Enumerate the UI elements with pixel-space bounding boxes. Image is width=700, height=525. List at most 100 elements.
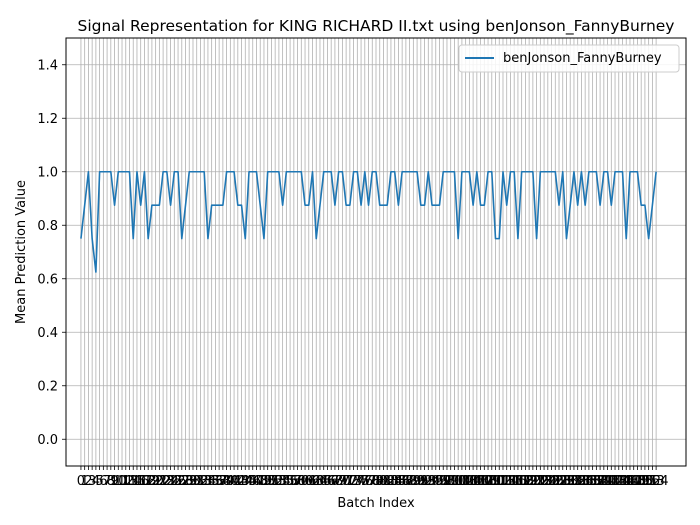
x-tick-label: 16: [132, 474, 149, 489]
x-tick-label: 58: [289, 474, 306, 489]
x-tick-label: 152: [636, 474, 661, 489]
x-tick-label: 53: [271, 474, 288, 489]
x-tick-label: 82: [379, 474, 396, 489]
x-tick-label: 22: [155, 474, 172, 489]
x-tick-label: 40: [222, 474, 239, 489]
y-tick-label: 1.0: [37, 165, 58, 180]
x-tick-label: 86: [394, 474, 411, 489]
x-tick-label: 32: [192, 474, 209, 489]
x-tick-label: 37: [211, 474, 228, 489]
x-tick-label: 60: [297, 474, 314, 489]
x-tick-label: 29: [181, 474, 198, 489]
x-tick-label: 57: [286, 474, 303, 489]
x-tick-label: 70: [334, 474, 351, 489]
x-tick-label: 23: [159, 474, 176, 489]
x-tick-label: 127: [543, 474, 568, 489]
x-tick-label: 131: [558, 474, 583, 489]
x-tick-label: 17: [136, 474, 153, 489]
x-tick-label: 77: [360, 474, 377, 489]
x-tick-label: 115: [498, 474, 523, 489]
legend-box: [458, 44, 680, 73]
x-tick-label: 91: [413, 474, 430, 489]
x-tick-label: 119: [513, 474, 538, 489]
y-tick-label: 0.0: [37, 433, 58, 448]
legend: benJonson_FannyBurney: [458, 44, 680, 73]
x-tick-label: 111: [483, 474, 508, 489]
x-tick-label: 103: [453, 474, 478, 489]
x-tick-label: 74: [349, 474, 366, 489]
x-tick-label: 135: [573, 474, 598, 489]
x-tick-label: 6: [99, 474, 107, 489]
x-tick-label: 0: [77, 474, 85, 489]
x-tick-label: 80: [371, 474, 388, 489]
x-tick-label: 137: [580, 474, 605, 489]
x-tick-label: 116: [502, 474, 527, 489]
y-tick-label: 0.2: [37, 379, 58, 394]
x-tick-label: 101: [446, 474, 471, 489]
x-axis-ticks: 0123456789101112131415161718192021222324…: [77, 466, 669, 489]
x-tick-label: 87: [398, 474, 415, 489]
x-tick-label: 47: [248, 474, 265, 489]
x-tick-label: 63: [308, 474, 325, 489]
x-tick-label: 19: [144, 474, 161, 489]
x-tick-label: 121: [520, 474, 545, 489]
x-tick-label: 110: [479, 474, 504, 489]
x-tick-label: 21: [151, 474, 168, 489]
x-tick-label: 95: [427, 474, 444, 489]
x-tick-label: 78: [364, 474, 381, 489]
x-tick-label: 109: [476, 474, 501, 489]
x-tick-label: 62: [304, 474, 321, 489]
x-tick-label: 15: [129, 474, 146, 489]
x-tick-label: 117: [506, 474, 531, 489]
x-tick-label: 96: [431, 474, 448, 489]
x-tick-label: 126: [539, 474, 564, 489]
x-tick-label: 11: [114, 474, 131, 489]
x-tick-label: 48: [252, 474, 269, 489]
x-tick-label: 128: [547, 474, 572, 489]
x-tick-label: 4: [92, 474, 100, 489]
x-axis-label: Batch Index: [337, 496, 415, 511]
x-tick-label: 123: [528, 474, 553, 489]
x-tick-label: 49: [256, 474, 273, 489]
x-tick-label: 98: [439, 474, 456, 489]
x-tick-label: 136: [576, 474, 601, 489]
x-tick-label: 71: [338, 474, 355, 489]
x-tick-label: 83: [383, 474, 400, 489]
y-tick-label: 0.6: [37, 272, 58, 287]
y-tick-label: 0.8: [37, 219, 58, 234]
x-tick-label: 67: [323, 474, 340, 489]
x-tick-label: 54: [274, 474, 291, 489]
x-tick-label: 88: [401, 474, 418, 489]
x-tick-label: 65: [315, 474, 332, 489]
x-tick-label: 9: [110, 474, 118, 489]
x-tick-label: 140: [591, 474, 616, 489]
x-tick-label: 84: [386, 474, 403, 489]
x-tick-label: 93: [420, 474, 437, 489]
x-tick-label: 20: [147, 474, 164, 489]
x-tick-label: 144: [606, 474, 631, 489]
x-tick-label: 150: [629, 474, 654, 489]
x-tick-label: 13: [121, 474, 138, 489]
x-tick-label: 76: [357, 474, 374, 489]
x-tick-label: 31: [188, 474, 205, 489]
x-tick-label: 7: [103, 474, 111, 489]
x-tick-label: 94: [424, 474, 441, 489]
x-tick-label: 134: [569, 474, 594, 489]
x-tick-label: 12: [117, 474, 134, 489]
x-tick-label: 138: [584, 474, 609, 489]
x-tick-label: 35: [203, 474, 220, 489]
x-tick-label: 148: [621, 474, 646, 489]
x-tick-label: 51: [263, 474, 280, 489]
x-tick-label: 130: [554, 474, 579, 489]
x-tick-label: 41: [226, 474, 243, 489]
x-tick-label: 92: [416, 474, 433, 489]
x-tick-label: 108: [472, 474, 497, 489]
x-tick-label: 59: [293, 474, 310, 489]
y-tick-label: 1.2: [37, 112, 58, 127]
y-tick-label: 0.4: [37, 326, 58, 341]
x-tick-label: 106: [464, 474, 489, 489]
x-tick-label: 89: [405, 474, 422, 489]
x-tick-label: 90: [409, 474, 426, 489]
grid: [66, 38, 686, 466]
x-tick-label: 154: [644, 474, 669, 489]
